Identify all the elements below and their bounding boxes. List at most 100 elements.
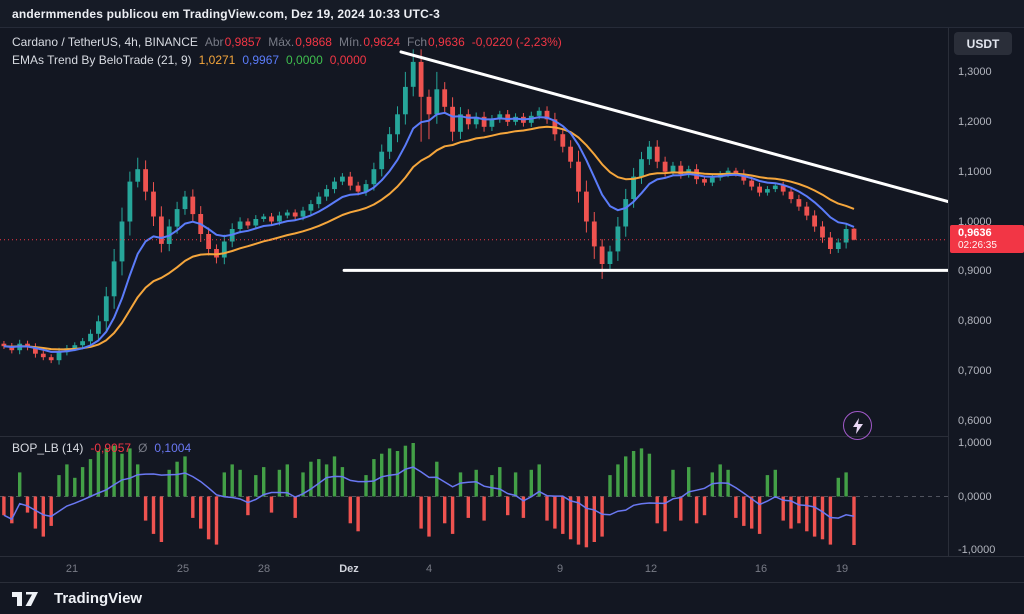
ema-title[interactable]: EMAs Trend By BeloTrade (21, 9) <box>12 53 192 67</box>
candle <box>560 134 566 147</box>
bop-bar <box>624 456 628 497</box>
bop-title[interactable]: BOP_LB (14) <box>12 441 84 455</box>
bop-bar <box>506 496 510 516</box>
footer: TradingView <box>0 582 1024 614</box>
candle <box>135 169 141 182</box>
bop-bar <box>183 456 187 497</box>
bop-bar <box>757 496 762 534</box>
time-label[interactable]: 28 <box>257 563 271 575</box>
bop-bar <box>600 496 604 537</box>
bop-bar <box>159 496 164 542</box>
bop-bar <box>435 461 439 497</box>
candle <box>725 170 731 175</box>
price-tick: 1,1000 <box>958 166 992 178</box>
time-label[interactable]: 21 <box>65 563 79 575</box>
bop-bar <box>206 496 211 540</box>
low-value: 0,9624 <box>363 35 401 49</box>
bop-bar <box>529 469 533 497</box>
bop-bar <box>631 451 636 497</box>
candle <box>599 246 605 264</box>
candle <box>182 196 188 210</box>
bop-average-line[interactable] <box>3 466 855 521</box>
chart-canvas[interactable] <box>0 28 948 556</box>
bop-bar <box>750 496 754 529</box>
time-axis[interactable]: 21 25 28 Dez 4 9 12 16 19 <box>0 556 1024 582</box>
plot-region[interactable]: Cardano / TetherUS, 4h, BINANCE Abr 0,985… <box>0 28 948 556</box>
bop-bar <box>301 472 305 497</box>
bop-bar <box>73 477 77 497</box>
bop-avg-value: 0,1004 <box>154 441 192 455</box>
time-label[interactable]: 16 <box>754 563 768 575</box>
candle <box>159 216 164 244</box>
ema21-line[interactable] <box>3 125 855 351</box>
bop-bar <box>96 451 101 497</box>
bop-bar <box>136 464 140 497</box>
bop-bar <box>592 496 596 542</box>
time-label[interactable]: 4 <box>425 563 433 575</box>
candle <box>103 296 109 322</box>
bop-bar <box>65 464 69 497</box>
price-axis[interactable]: USDT 1,3000 1,2000 1,1000 1,0000 0,9000 0,800… <box>948 28 1024 556</box>
bop-bar <box>2 496 6 516</box>
candle <box>127 181 133 222</box>
bop-bar <box>655 496 659 524</box>
candle <box>395 114 400 135</box>
lightning-icon <box>852 417 863 434</box>
candle <box>119 221 125 262</box>
candle <box>835 242 841 249</box>
symbol-title[interactable]: Cardano / TetherUS, 4h, BINANCE <box>12 35 198 49</box>
brand-text[interactable]: TradingView <box>54 590 143 607</box>
lightning-button[interactable] <box>843 411 872 440</box>
candle <box>442 89 448 107</box>
bop-bar <box>191 496 195 518</box>
bop-bar <box>466 496 470 518</box>
bop-bar <box>474 469 478 497</box>
bop-bar <box>277 469 282 497</box>
time-label[interactable]: 19 <box>835 563 849 575</box>
time-label[interactable]: 12 <box>644 563 658 575</box>
time-label[interactable]: Dez <box>339 563 359 575</box>
bop-bar <box>820 496 825 540</box>
bop-bar <box>671 469 675 497</box>
bop-bar <box>285 464 289 497</box>
bop-bar <box>561 496 565 534</box>
time-label[interactable]: 9 <box>556 563 564 575</box>
top-bar: andermmendes publicou em TradingView.com… <box>0 0 1024 28</box>
bop-bar <box>143 496 148 521</box>
candle <box>56 352 62 361</box>
ema-legend: EMAs Trend By BeloTrade (21, 9) 1,0271 0… <box>12 53 366 67</box>
bop-bar <box>537 464 541 497</box>
bop-bar <box>57 475 61 497</box>
bop-bar <box>80 467 85 497</box>
bop-bar <box>10 496 14 524</box>
tradingview-logo-icon[interactable] <box>10 588 46 610</box>
bop-bar <box>380 453 384 497</box>
candle <box>544 110 550 120</box>
resistance-trendline[interactable] <box>399 50 948 204</box>
low-label: Mín. <box>338 35 363 49</box>
candle <box>828 237 833 249</box>
bop-bar <box>498 467 502 497</box>
bop-bar <box>852 496 856 545</box>
candle <box>363 184 369 192</box>
bop-bar <box>324 464 329 497</box>
bop-bar <box>616 464 620 497</box>
currency-button[interactable]: USDT <box>954 32 1012 55</box>
candle <box>316 196 322 205</box>
candle <box>434 89 440 115</box>
candle <box>418 61 424 97</box>
candle <box>206 234 211 249</box>
currency-label: USDT <box>966 36 1000 51</box>
ohlc-low: Mín. 0,9624 <box>339 35 400 49</box>
ema9-line[interactable] <box>3 111 855 353</box>
candle <box>237 221 243 229</box>
candle <box>765 189 770 193</box>
candle <box>40 353 46 358</box>
price-tick: 0,7000 <box>958 365 992 377</box>
time-label[interactable]: 25 <box>176 563 190 575</box>
bop-bar <box>450 496 455 534</box>
candle <box>355 185 361 192</box>
bop-bar <box>584 496 589 548</box>
open-value: 0,9857 <box>224 35 262 49</box>
bop-bar <box>254 475 258 497</box>
